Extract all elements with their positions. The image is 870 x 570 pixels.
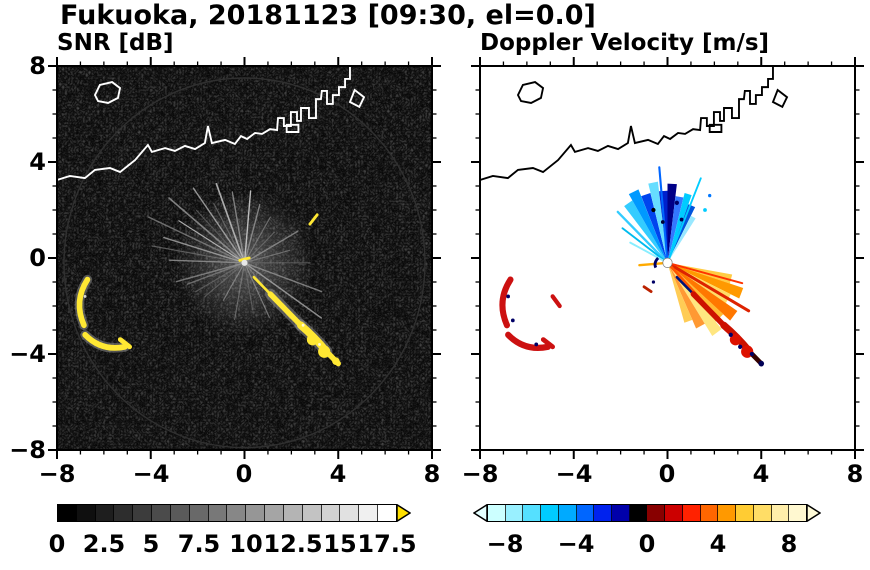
y-tick-label: 0	[29, 244, 46, 272]
colorbar-tick-label: −8	[486, 530, 524, 558]
x-tick-label: 4	[329, 460, 347, 488]
velocity-colorbar-gradient	[487, 504, 807, 522]
colorbar-tick-label: 0	[638, 530, 656, 558]
y-tick-label: 4	[29, 148, 46, 176]
snr-plot	[57, 66, 432, 450]
x-tick-label: 4	[752, 460, 770, 488]
velocity-plot	[480, 66, 855, 450]
snr-colorbar-over-arrow	[397, 504, 411, 522]
colorbar-tick-label: −4	[557, 530, 595, 558]
y-tick-label: 8	[29, 52, 46, 80]
y-tick-label: −4	[9, 340, 46, 368]
snr-panel-title: SNR [dB]	[57, 30, 174, 56]
x-tick-label: −8	[38, 460, 76, 488]
colorbar-tick-label: 4	[709, 530, 727, 558]
colorbar-tick-label: 15	[323, 530, 357, 558]
x-tick-label: 8	[846, 460, 864, 488]
snr-colorbar	[57, 504, 411, 522]
colorbar-tick-label: 12.5	[263, 530, 323, 558]
snr-colorbar-gradient	[57, 504, 397, 522]
colorbar-tick-label: 10	[229, 530, 263, 558]
colorbar-tick-label: 0	[48, 530, 66, 558]
colorbar-tick-label: 7.5	[177, 530, 221, 558]
x-tick-label: −8	[461, 460, 499, 488]
snr-panel	[48, 57, 441, 459]
velocity-colorbar-under-arrow	[473, 504, 487, 522]
colorbar-tick-label: 5	[142, 530, 160, 558]
x-tick-label: 0	[235, 460, 253, 488]
colorbar-tick-label: 8	[780, 530, 798, 558]
velocity-colorbar	[473, 504, 821, 522]
velocity-panel-title: Doppler Velocity [m/s]	[480, 30, 770, 56]
x-tick-label: −4	[555, 460, 593, 488]
figure-title: Fukuoka, 20181123 [09:30, el=0.0]	[60, 0, 596, 31]
colorbar-tick-label: 2.5	[82, 530, 126, 558]
x-tick-label: 8	[423, 460, 441, 488]
radar-site-dot	[662, 257, 673, 268]
velocity-panel	[471, 57, 864, 459]
y-tick-label: −8	[9, 436, 46, 464]
radar-site-dot	[241, 259, 248, 266]
x-tick-label: 0	[658, 460, 676, 488]
x-tick-label: −4	[132, 460, 170, 488]
velocity-colorbar-over-arrow	[807, 504, 821, 522]
colorbar-tick-label: 17.5	[357, 530, 417, 558]
